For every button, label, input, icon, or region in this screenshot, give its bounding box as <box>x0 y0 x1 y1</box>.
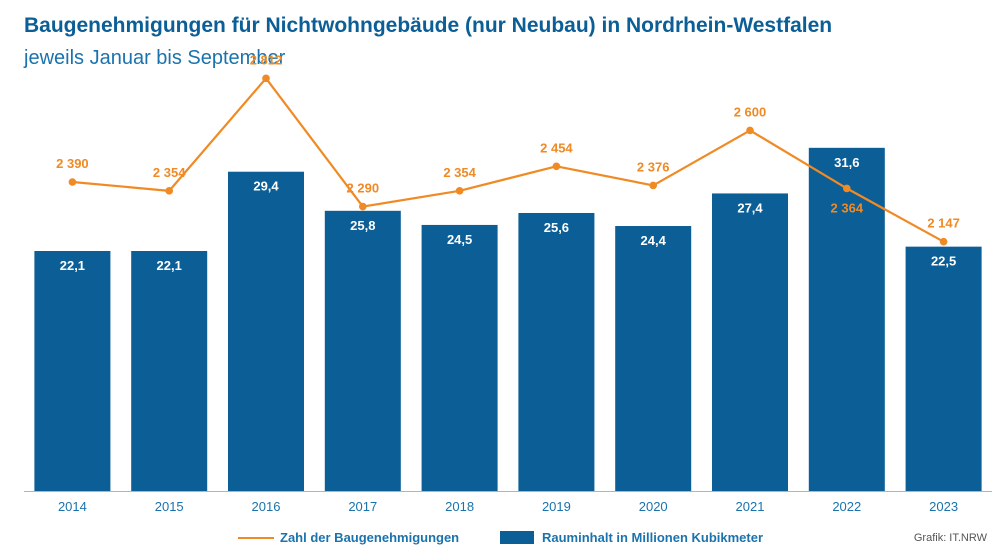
bar-label-2018: 24,5 <box>447 232 472 247</box>
line-point-2014 <box>68 178 77 186</box>
line-label-2017: 2 290 <box>347 181 380 196</box>
bar-label-2022: 31,6 <box>834 155 859 170</box>
bar-2021 <box>712 193 788 491</box>
combo-chart: 22,1 22,1 29,4 25,8 24,5 25,6 24,4 27,4 31,6 22,5… <box>24 52 992 514</box>
line-series <box>72 77 945 243</box>
bar-2018 <box>421 224 498 491</box>
line-point-2021 <box>746 126 754 135</box>
bar-label-2014: 22,1 <box>60 258 85 273</box>
bar-2016 <box>228 171 304 491</box>
line-point-2020 <box>649 181 657 190</box>
x-tick-label-2015: 2015 <box>155 499 184 514</box>
line-point-2018 <box>455 187 464 195</box>
line-label-2023: 2 147 <box>927 216 960 231</box>
chart-title: Baugenehmigungen für Nichtwohngebäude (n… <box>24 14 833 37</box>
line-label-2022: 2 364 <box>831 200 864 215</box>
line-label-2019: 2 454 <box>540 140 573 155</box>
bar-label-2020: 24,4 <box>641 233 667 248</box>
line-label-2016: 2 812 <box>250 52 283 67</box>
bar-label-2017: 25,8 <box>350 218 375 233</box>
legend: Zahl der Baugenehmigungen Rauminhalt in … <box>0 527 999 549</box>
line-point-2022 <box>843 184 851 193</box>
bar-2014 <box>34 250 111 491</box>
line-label-2021: 2 600 <box>734 104 767 119</box>
x-tick-label-2014: 2014 <box>58 499 87 514</box>
bar-2022 <box>808 147 885 491</box>
x-tick-label-2020: 2020 <box>639 499 668 514</box>
bar-label-2021: 27,4 <box>737 200 763 215</box>
line-point-2015 <box>165 187 173 195</box>
x-tick-label-2016: 2016 <box>252 499 281 514</box>
x-tick-label-2023: 2023 <box>929 499 958 514</box>
line-label-2020: 2 376 <box>637 159 670 174</box>
line-label-2018: 2 354 <box>443 165 476 180</box>
bar-label-2016: 29,4 <box>253 179 279 194</box>
x-tick-label-2022: 2022 <box>832 499 861 514</box>
x-tick-label-2019: 2019 <box>542 499 571 514</box>
line-point-2017 <box>359 202 367 211</box>
x-tick-label-2021: 2021 <box>736 499 765 514</box>
chart-subtitle: jeweils Januar bis September <box>24 47 286 69</box>
line-point-2016 <box>262 74 270 83</box>
bar-label-2023: 22,5 <box>931 254 956 269</box>
line-point-2023 <box>939 237 948 246</box>
bar-label-2019: 25,6 <box>544 220 569 235</box>
line-point-2019 <box>552 162 561 171</box>
bar-2020 <box>615 226 692 492</box>
legend-line-swatch <box>238 537 274 539</box>
bar-2019 <box>518 212 595 491</box>
bar-2015 <box>131 250 208 491</box>
legend-bar-label: Rauminhalt in Millionen Kubikmeter <box>542 530 764 545</box>
x-tick-label-2018: 2018 <box>445 499 474 514</box>
bar-2023 <box>905 246 982 491</box>
chart-credit: Grafik: IT.NRW <box>913 532 987 544</box>
line-label-2014: 2 390 <box>56 156 89 171</box>
bar-2017 <box>324 210 401 491</box>
legend-line-label: Zahl der Baugenehmigungen <box>280 530 460 545</box>
bar-label-2015: 22,1 <box>157 258 182 273</box>
line-label-2015: 2 354 <box>153 165 186 180</box>
x-tick-label-2017: 2017 <box>348 499 377 514</box>
legend-bar-swatch <box>500 531 534 544</box>
